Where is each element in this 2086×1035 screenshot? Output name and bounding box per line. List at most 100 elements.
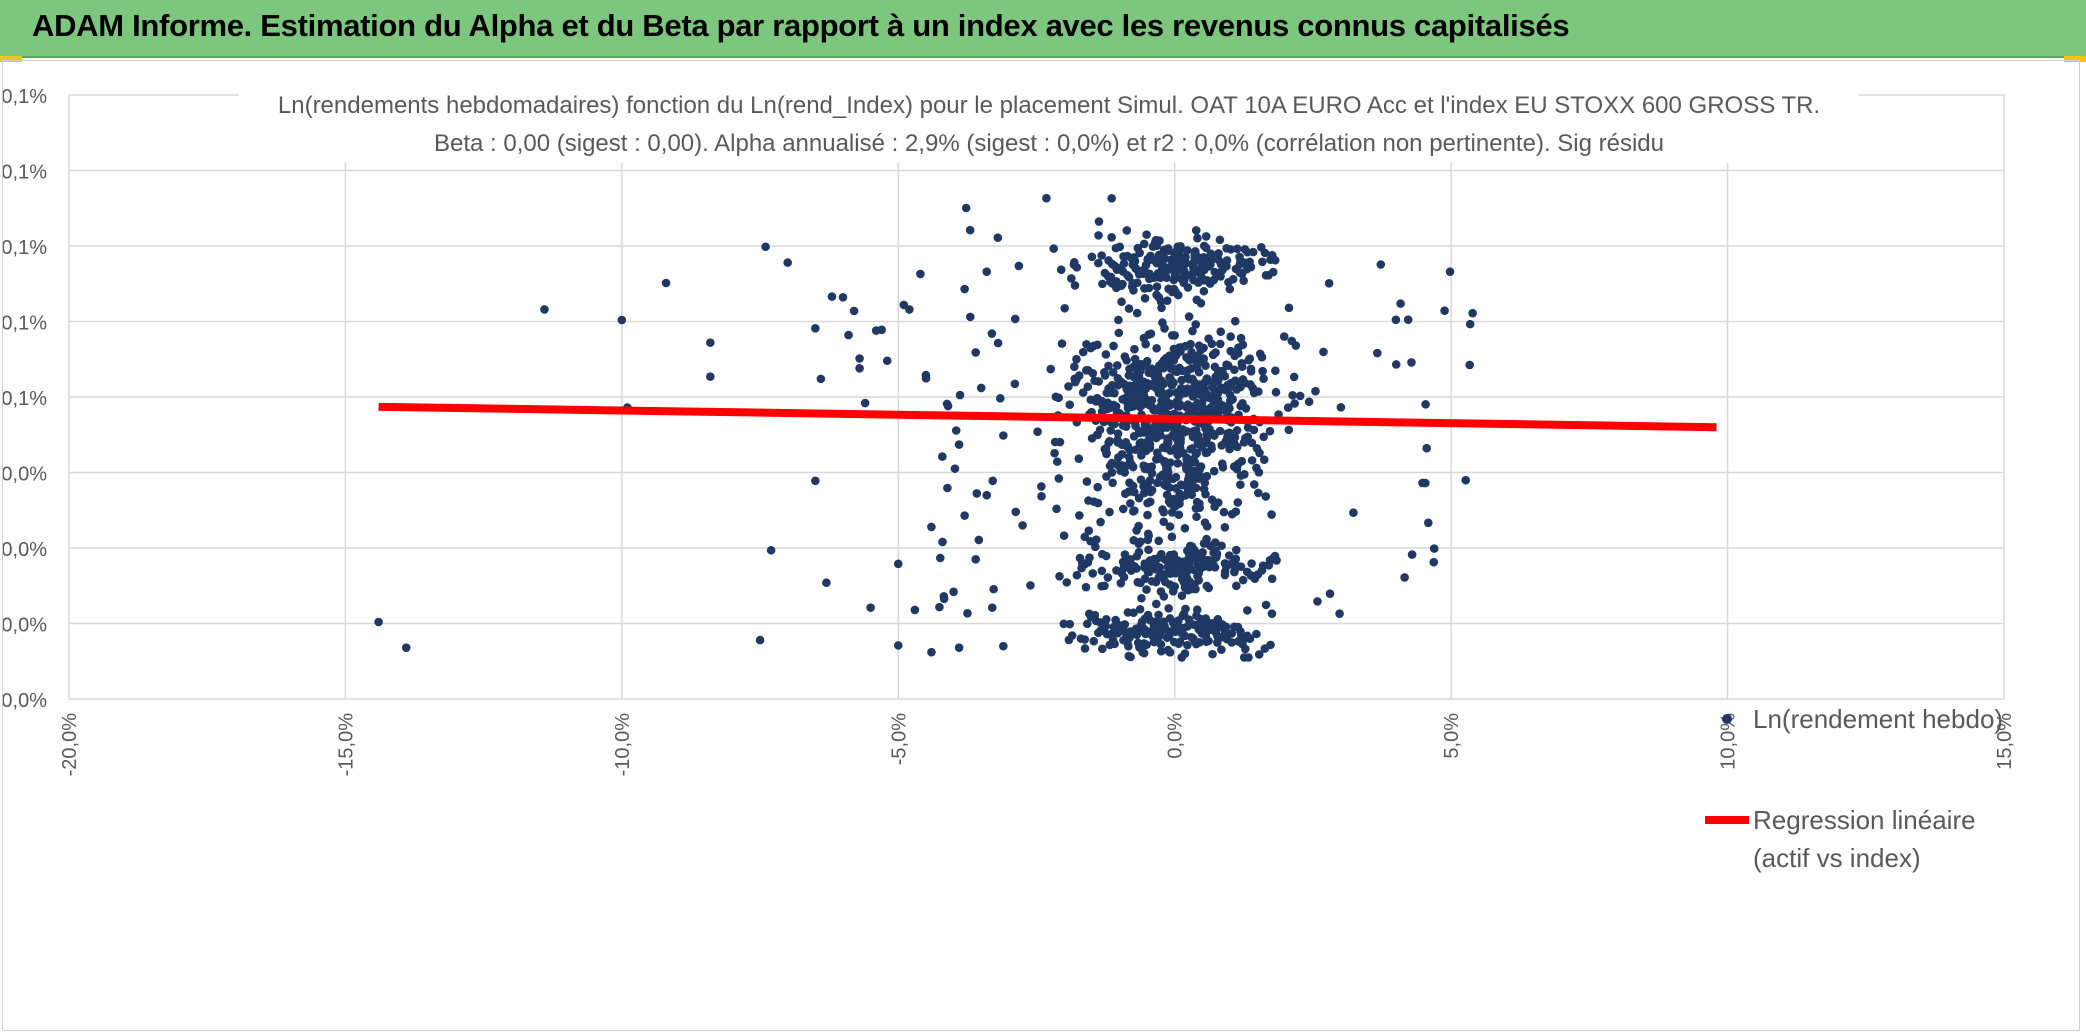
scatter-point — [1084, 496, 1093, 505]
x-tick-label: -20,0% — [59, 713, 81, 777]
scatter-point — [1129, 487, 1139, 497]
scatter-point — [1199, 354, 1209, 363]
scatter-point — [374, 617, 383, 627]
scatter-point — [954, 440, 964, 449]
chart-frame: 0,0% 0,0% 0,0% 0,0% 0,1% 0,1% 0,1% 0,1% 0,1% -20… — [2, 60, 2080, 1031]
scatter-point — [1096, 517, 1105, 527]
scatter-chart: 0,0% 0,0% 0,0% 0,0% 0,1% 0,1% 0,1% 0,1% 0,1% -20… — [3, 83, 2016, 873]
scatter-point — [1265, 426, 1275, 436]
scatter-point — [965, 312, 975, 322]
scatter-point — [1049, 244, 1058, 253]
scatter-point — [1145, 476, 1155, 485]
scatter-point — [1129, 362, 1138, 372]
report-header: ADAM Informe. Estimation du Alpha et du … — [0, 0, 2086, 58]
scatter-point — [1067, 274, 1076, 283]
scatter-point — [1208, 649, 1217, 659]
scatter-point — [1232, 385, 1242, 394]
legend-scatter-marker — [1722, 714, 1732, 724]
scatter-point — [1050, 448, 1059, 458]
scatter-point — [1117, 622, 1127, 632]
chart-title: Ln(rendements hebdomadaires) fonction du… — [278, 92, 1820, 119]
scatter-point — [1239, 438, 1249, 447]
scatter-point — [1258, 561, 1268, 571]
scatter-point — [1174, 639, 1183, 648]
scatter-point — [1120, 550, 1130, 559]
scatter-point — [1143, 462, 1152, 472]
scatter-point — [1319, 347, 1328, 357]
scatter-point — [1174, 492, 1184, 501]
scatter-point — [1214, 622, 1223, 631]
scatter-point — [1056, 265, 1066, 275]
regression-line — [378, 402, 1717, 432]
scatter-point — [1197, 472, 1207, 482]
scatter-point — [1270, 255, 1280, 265]
scatter-point — [1215, 426, 1225, 436]
scatter-point — [1207, 339, 1217, 349]
scatter-point — [1429, 544, 1439, 553]
scatter-point — [1070, 362, 1079, 371]
scatter-point — [1112, 265, 1122, 274]
scatter-point — [1210, 538, 1220, 547]
scatter-point — [1082, 477, 1092, 486]
scatter-point — [1129, 431, 1139, 441]
scatter-point — [1162, 480, 1172, 490]
scatter-point — [1191, 449, 1201, 459]
scatter-point — [1180, 523, 1190, 533]
scatter-point — [1245, 354, 1255, 364]
scatter-point — [1177, 629, 1187, 638]
scatter-point — [1091, 542, 1100, 552]
scatter-point — [1422, 443, 1432, 453]
scatter-point — [1175, 432, 1185, 442]
scatter-point — [882, 356, 892, 366]
scatter-point — [1247, 559, 1256, 568]
scatter-point — [1139, 239, 1149, 249]
scatter-point — [1134, 547, 1144, 557]
scatter-point — [1139, 639, 1149, 648]
scatter-point — [1147, 469, 1157, 478]
scatter-point — [1141, 260, 1151, 270]
scatter-point — [1055, 437, 1065, 447]
scatter-point — [1093, 482, 1102, 492]
scatter-point — [1136, 359, 1146, 369]
scatter-point — [1216, 260, 1226, 269]
scatter-point — [1062, 578, 1072, 587]
scatter-point — [971, 348, 980, 357]
scatter-point — [1222, 360, 1231, 369]
scatter-point — [1247, 438, 1257, 448]
scatter-point — [1216, 272, 1225, 281]
scatter-point — [1146, 615, 1155, 625]
scatter-point — [1123, 403, 1133, 413]
scatter-point — [822, 578, 831, 588]
scatter-point — [1178, 366, 1187, 376]
scatter-point — [1141, 421, 1151, 430]
scatter-point — [1230, 567, 1239, 577]
scatter-point — [960, 511, 969, 520]
scatter-point — [1173, 458, 1183, 468]
scatter-point — [1082, 619, 1092, 629]
scatter-point — [1162, 633, 1172, 643]
scatter-point — [1110, 639, 1119, 649]
scatter-point — [1144, 545, 1153, 555]
scatter-point — [1235, 259, 1245, 269]
scatter-point — [1054, 393, 1063, 403]
scatter-point — [1259, 432, 1268, 442]
scatter-point — [1232, 426, 1242, 435]
scatter-point — [1152, 290, 1161, 300]
scatter-point — [1336, 403, 1346, 412]
scatter-point — [1124, 393, 1134, 403]
scatter-point — [1137, 451, 1146, 460]
scatter-point — [974, 535, 984, 545]
scatter-point — [1233, 442, 1242, 452]
scatter-point — [1162, 273, 1171, 282]
scatter-point — [1217, 541, 1226, 551]
scatter-point — [972, 489, 982, 498]
scatter-point — [1135, 402, 1145, 412]
scatter-point — [1283, 403, 1293, 412]
scatter-point — [1107, 232, 1116, 242]
scatter-point — [1152, 343, 1161, 353]
scatter-point — [1190, 247, 1200, 256]
scatter-point — [1176, 480, 1186, 490]
scatter-point — [1313, 597, 1322, 606]
scatter-point — [1202, 522, 1212, 531]
scatter-point — [1154, 610, 1163, 620]
